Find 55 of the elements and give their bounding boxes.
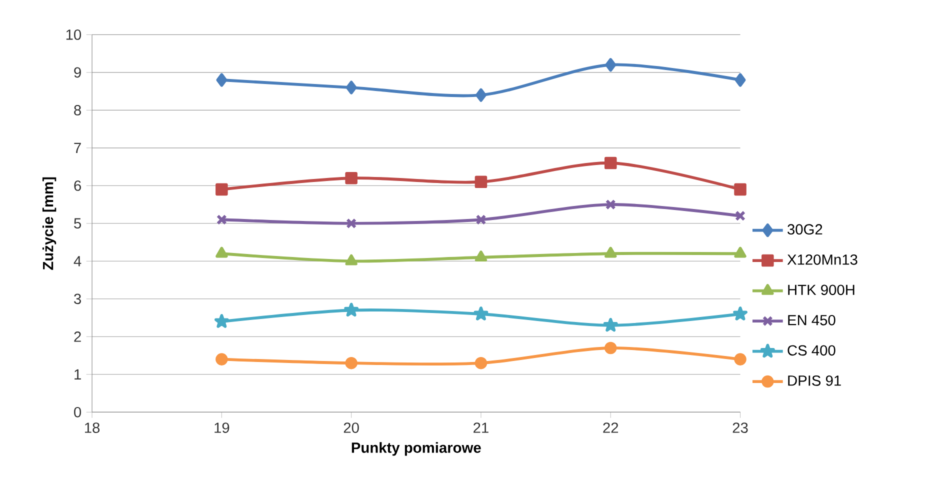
point [734, 73, 746, 87]
point [216, 183, 228, 196]
point [474, 357, 488, 370]
point [474, 176, 488, 188]
point [604, 342, 617, 354]
point [216, 214, 227, 225]
legend-label: X120Mn13 [787, 254, 858, 265]
y-tick-label: 0 [74, 407, 82, 418]
y-tick-label: 2 [74, 332, 81, 342]
x-axis-title: Punkty pomiarowe [352, 442, 481, 456]
x-tick-label: 22 [603, 422, 618, 433]
point [605, 199, 616, 210]
point [734, 353, 746, 366]
y-tick-label: 5 [74, 218, 81, 229]
point [476, 88, 486, 102]
point [345, 254, 358, 266]
y-tick-label: 9 [74, 67, 81, 78]
legend-label: CS 400 [788, 345, 836, 356]
point [735, 210, 746, 222]
point [216, 353, 228, 366]
y-tick-label: 4 [74, 256, 82, 266]
point [603, 318, 618, 332]
x-tick-label: 18 [84, 422, 100, 434]
point [344, 302, 359, 317]
y-axis-title: Zużycie [mm] [42, 177, 56, 270]
x-tick-label: 19 [214, 422, 230, 434]
y-tick-label: 8 [74, 105, 81, 116]
point [214, 314, 229, 328]
point [734, 246, 746, 258]
point [345, 357, 358, 370]
x-tick-label: 23 [732, 422, 748, 434]
point [216, 246, 228, 258]
y-tick-label: 6 [74, 180, 81, 191]
point [734, 183, 746, 196]
y-tick-label: 7 [74, 142, 81, 154]
point [476, 214, 486, 225]
point [474, 306, 488, 320]
y-tick-label: 1 [74, 369, 81, 380]
point [605, 58, 616, 72]
point [604, 156, 617, 170]
y-tick-label: 3 [74, 294, 81, 304]
point [216, 73, 228, 87]
legend-label: EN 450 [788, 315, 836, 326]
legend-label: HTK 900H [788, 284, 854, 296]
point [345, 172, 358, 184]
legend-label: 30G2 [788, 224, 822, 235]
point [346, 80, 357, 94]
legend-label: DPIS 91 [788, 376, 841, 386]
point [346, 218, 357, 229]
x-tick-label: 21 [474, 422, 488, 433]
point [604, 246, 617, 258]
x-tick-label: 20 [344, 422, 359, 434]
y-tick-label: 10 [66, 30, 82, 40]
point [733, 306, 748, 320]
point [474, 250, 488, 262]
